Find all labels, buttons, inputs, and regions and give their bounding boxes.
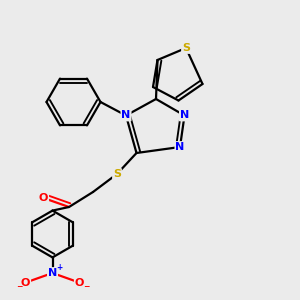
Text: −: − <box>16 282 22 291</box>
Text: N: N <box>48 268 57 278</box>
Text: O: O <box>21 278 30 288</box>
Text: O: O <box>75 278 84 288</box>
Text: −: − <box>83 282 89 291</box>
Text: S: S <box>113 169 121 179</box>
Text: +: + <box>56 263 62 272</box>
Text: N: N <box>180 110 189 121</box>
Text: N: N <box>176 142 184 152</box>
Text: N: N <box>122 110 130 121</box>
Text: O: O <box>39 193 48 203</box>
Text: S: S <box>182 43 190 53</box>
